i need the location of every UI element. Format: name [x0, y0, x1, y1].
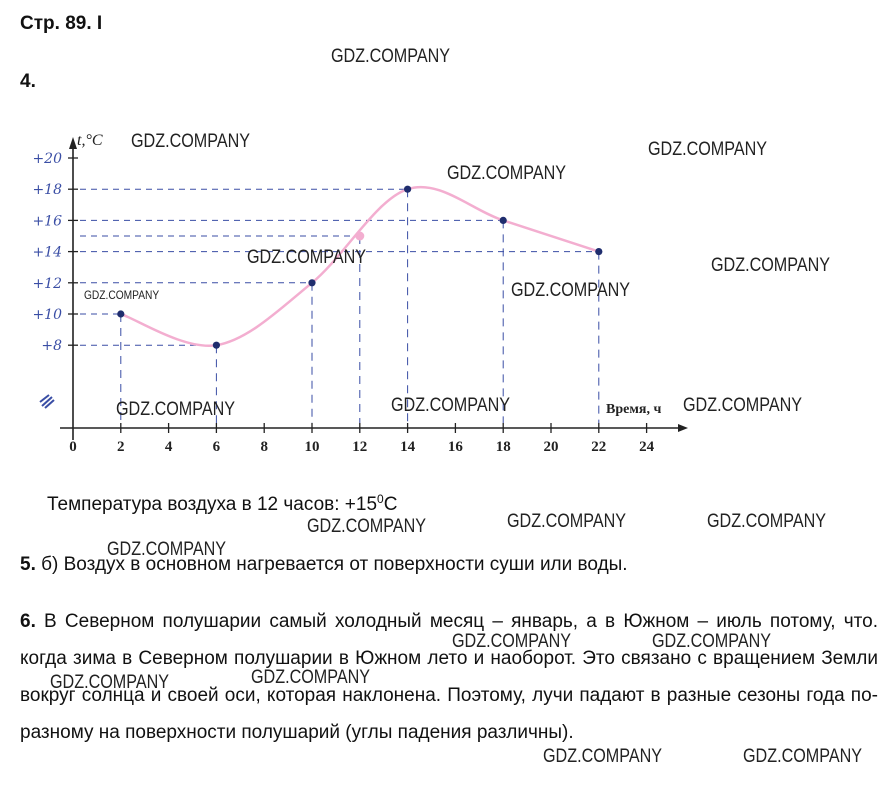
caption-text: Температура воздуха в 12 часов: +15	[47, 494, 378, 515]
watermark: GDZ.COMPANY	[84, 288, 160, 302]
y-ticks: +8 +10 +12 +14 +16 +18 +20	[32, 151, 78, 354]
task-5-number: 5.	[20, 554, 36, 575]
data-point	[117, 310, 125, 318]
caption-degree: 0	[377, 492, 384, 506]
task-6-number: 6.	[20, 611, 36, 632]
x-tick-label: 12	[352, 439, 367, 455]
watermark: GDZ.COMPANY	[511, 280, 631, 301]
watermark: GDZ.COMPANY	[507, 511, 627, 532]
caption-unit: C	[383, 494, 398, 515]
x-axis-arrow	[678, 424, 688, 432]
x-tick-label: 16	[448, 439, 464, 455]
y-tick-label: +8	[41, 338, 62, 354]
watermark: GDZ.COMPANY	[683, 395, 803, 416]
watermark: GDZ.COMPANY	[251, 667, 371, 688]
y-tick-label: +20	[32, 151, 62, 167]
watermark: GDZ.COMPANY	[50, 672, 170, 693]
watermark: GDZ.COMPANY	[391, 395, 511, 416]
watermark: GDZ.COMPANY	[131, 131, 251, 152]
task-5-text: б) Воздух в основном нагревается от пове…	[35, 554, 628, 575]
highlight-point	[355, 231, 365, 241]
data-point	[595, 248, 603, 256]
y-axis-label: t,°C	[77, 132, 103, 149]
x-tick-label: 0	[69, 439, 77, 455]
watermark: GDZ.COMPANY	[652, 631, 772, 652]
y-tick-label: +18	[32, 182, 62, 198]
watermark: GDZ.COMPANY	[447, 163, 567, 184]
x-tick-label: 10	[305, 439, 320, 455]
guide-lines	[80, 188, 600, 423]
task-5: 5. б) Воздух в основном нагревается от п…	[20, 546, 878, 583]
watermark: GDZ.COMPANY	[543, 746, 663, 767]
data-point	[404, 185, 412, 193]
watermark: GDZ.COMPANY	[711, 255, 831, 276]
watermark: GDZ.COMPANY	[107, 539, 227, 560]
watermark: GDZ.COMPANY	[707, 511, 827, 532]
x-tick-label: 22	[591, 439, 606, 455]
watermark: GDZ.COMPANY	[648, 139, 768, 160]
y-tick-label: +16	[32, 213, 62, 229]
x-tick-label: 20	[544, 439, 559, 455]
temperature-chart: 0 2 4 6 8 10 12 14 16 18 20 22 24 +8+10+12+14+16+18+…	[32, 132, 688, 455]
data-points	[117, 185, 603, 349]
x-tick-label: 24	[639, 439, 655, 455]
watermark: GDZ.COMPANY	[247, 247, 367, 268]
x-tick-label: 2	[117, 439, 125, 455]
watermark: GDZ.COMPANY	[307, 516, 427, 537]
y-tick-label: +12	[32, 276, 62, 292]
data-point	[308, 279, 316, 287]
data-point	[499, 216, 507, 224]
x-tick-label: 4	[165, 439, 173, 455]
watermark: GDZ.COMPANY	[452, 631, 572, 652]
y-tick-label: +10	[32, 307, 62, 323]
task-6-text: В Северном полушарии самый холодный меся…	[20, 611, 878, 743]
watermark: GDZ.COMPANY	[331, 46, 451, 67]
x-ticks: 0 2 4 6 8 10 12 14 16 18 20 22 24	[69, 423, 655, 455]
x-tick-label: 8	[260, 439, 268, 455]
temperature-caption: Температура воздуха в 12 часов: +150C	[47, 492, 398, 516]
x-tick-label: 6	[213, 439, 221, 455]
x-tick-label: 14	[400, 439, 416, 455]
y-scratch-mark	[39, 394, 55, 409]
task-4-number: 4.	[20, 71, 36, 92]
watermark: GDZ.COMPANY	[116, 399, 236, 420]
page-title: Стр. 89. I	[20, 13, 103, 34]
x-tick-label: 18	[496, 439, 511, 455]
y-tick-label: +14	[32, 245, 62, 261]
temperature-curve	[119, 186, 601, 348]
data-point	[212, 341, 220, 349]
x-axis-label: Время, ч	[606, 402, 661, 417]
task-6: 6. В Северном полушарии самый холодный м…	[20, 603, 878, 751]
y-axis-arrow	[69, 137, 77, 149]
watermark: GDZ.COMPANY	[743, 746, 863, 767]
